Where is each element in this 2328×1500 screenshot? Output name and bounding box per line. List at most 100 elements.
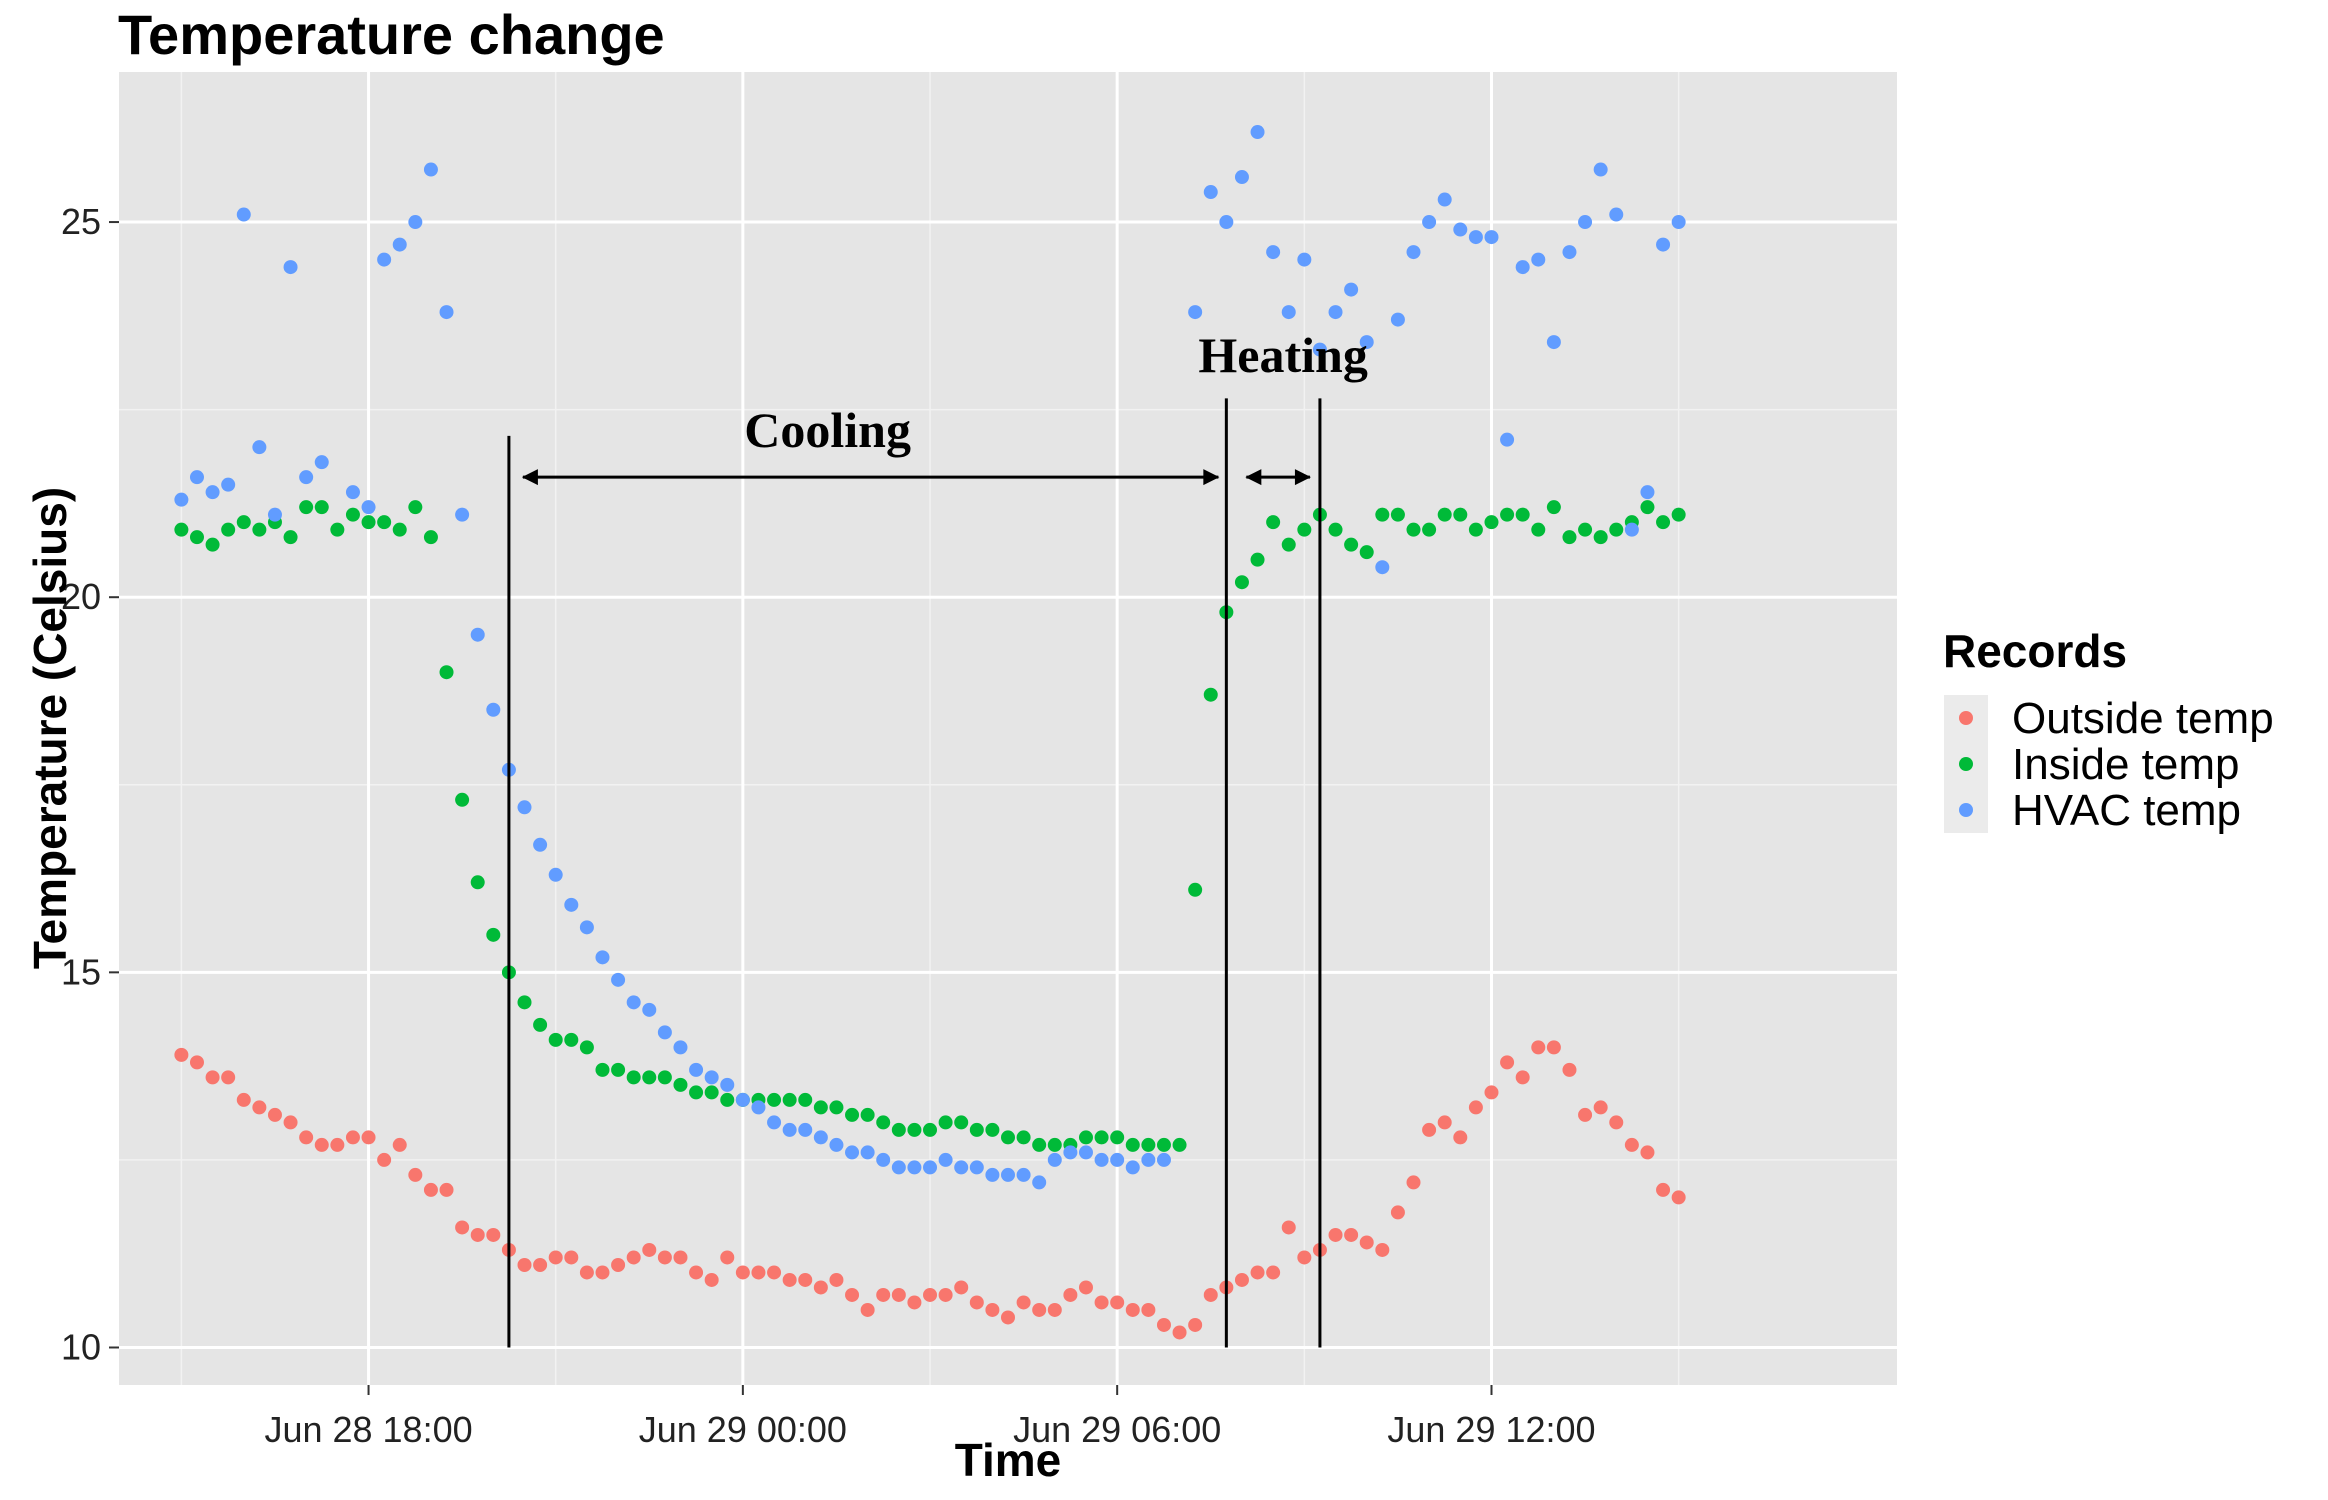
point-inside-temp — [189, 530, 204, 545]
point-outside-temp — [174, 1047, 189, 1062]
point-inside-temp — [1359, 545, 1374, 560]
point-hvac-temp — [439, 305, 454, 320]
point-hvac-temp — [517, 800, 532, 815]
point-inside-temp — [1188, 882, 1203, 897]
y-tick-label: 25 — [61, 201, 101, 242]
y-tick-label: 10 — [61, 1326, 101, 1367]
point-inside-temp — [439, 665, 454, 680]
data-points — [174, 125, 1686, 1340]
point-hvac-temp — [720, 1077, 735, 1092]
point-outside-temp — [1500, 1055, 1515, 1070]
point-hvac-temp — [1266, 245, 1281, 260]
point-hvac-temp — [1609, 207, 1624, 222]
heating-arrow-head-left — [1245, 469, 1262, 486]
legend-title: Records — [1943, 625, 2127, 677]
point-outside-temp — [1656, 1182, 1671, 1197]
point-hvac-temp — [1531, 252, 1546, 267]
point-outside-temp — [860, 1302, 875, 1317]
point-inside-temp — [1016, 1130, 1031, 1145]
point-inside-temp — [860, 1107, 875, 1122]
point-inside-temp — [1375, 507, 1390, 522]
point-inside-temp — [985, 1122, 1000, 1137]
point-inside-temp — [1141, 1137, 1156, 1152]
point-outside-temp — [470, 1227, 485, 1242]
point-outside-temp — [1468, 1100, 1483, 1115]
legend-label-inside-temp: Inside temp — [2012, 740, 2239, 789]
point-outside-temp — [189, 1055, 204, 1070]
point-hvac-temp — [1344, 282, 1359, 297]
legend-swatch-outside-temp — [1959, 711, 1973, 725]
point-hvac-temp — [1500, 432, 1515, 447]
point-inside-temp — [205, 537, 220, 552]
point-hvac-temp — [1671, 215, 1686, 230]
point-hvac-temp — [1640, 485, 1655, 500]
point-inside-temp — [657, 1070, 672, 1085]
point-outside-temp — [954, 1280, 969, 1295]
legend-label-outside-temp: Outside temp — [2012, 694, 2274, 743]
point-hvac-temp — [704, 1070, 719, 1085]
point-hvac-temp — [657, 1025, 672, 1040]
point-outside-temp — [642, 1242, 657, 1257]
point-hvac-temp — [907, 1160, 922, 1175]
point-outside-temp — [236, 1092, 251, 1107]
point-inside-temp — [470, 875, 485, 890]
point-outside-temp — [923, 1287, 938, 1302]
x-tick-labels: Jun 28 18:00 Jun 29 00:00 Jun 29 06:00 Jun … — [264, 1409, 1595, 1450]
plot-panel — [119, 72, 1897, 1385]
point-hvac-temp — [626, 995, 641, 1010]
point-inside-temp — [923, 1122, 938, 1137]
x-tick-label: Jun 29 12:00 — [1387, 1409, 1595, 1450]
point-outside-temp — [626, 1250, 641, 1265]
point-outside-temp — [938, 1287, 953, 1302]
point-outside-temp — [1390, 1205, 1405, 1220]
point-inside-temp — [845, 1107, 860, 1122]
point-hvac-temp — [1468, 230, 1483, 245]
point-hvac-temp — [1203, 185, 1218, 200]
point-outside-temp — [1344, 1227, 1359, 1242]
point-outside-temp — [439, 1182, 454, 1197]
point-outside-temp — [689, 1265, 704, 1280]
point-hvac-temp — [1141, 1152, 1156, 1167]
point-hvac-temp — [361, 500, 376, 515]
point-outside-temp — [595, 1265, 610, 1280]
point-outside-temp — [1624, 1137, 1639, 1152]
point-hvac-temp — [174, 492, 189, 507]
point-inside-temp — [1047, 1137, 1062, 1152]
point-outside-temp — [1593, 1100, 1608, 1115]
point-hvac-temp — [1016, 1167, 1031, 1182]
heating-arrow-head-right — [1294, 469, 1311, 486]
point-inside-temp — [564, 1032, 579, 1047]
point-outside-temp — [299, 1130, 314, 1145]
point-hvac-temp — [1250, 125, 1265, 140]
point-hvac-temp — [1624, 522, 1639, 537]
point-outside-temp — [1671, 1190, 1686, 1205]
point-outside-temp — [283, 1115, 298, 1130]
point-outside-temp — [673, 1250, 688, 1265]
point-outside-temp — [1531, 1040, 1546, 1055]
point-inside-temp — [1266, 515, 1281, 530]
point-hvac-temp — [767, 1115, 782, 1130]
point-outside-temp — [1078, 1280, 1093, 1295]
point-inside-temp — [1531, 522, 1546, 537]
point-outside-temp — [221, 1070, 236, 1085]
point-hvac-temp — [611, 972, 626, 987]
point-hvac-temp — [486, 702, 501, 717]
point-inside-temp — [533, 1017, 548, 1032]
point-inside-temp — [1484, 515, 1499, 530]
point-hvac-temp — [751, 1100, 766, 1115]
point-hvac-temp — [1453, 222, 1468, 237]
point-outside-temp — [1578, 1107, 1593, 1122]
point-inside-temp — [1094, 1130, 1109, 1145]
point-hvac-temp — [829, 1137, 844, 1152]
point-inside-temp — [423, 530, 438, 545]
point-outside-temp — [314, 1137, 329, 1152]
point-hvac-temp — [595, 950, 610, 965]
point-inside-temp — [689, 1085, 704, 1100]
point-inside-temp — [720, 1092, 735, 1107]
point-outside-temp — [1422, 1122, 1437, 1137]
point-outside-temp — [611, 1257, 626, 1272]
point-hvac-temp — [533, 837, 548, 852]
point-inside-temp — [1578, 522, 1593, 537]
grid-major — [119, 72, 1897, 1385]
point-inside-temp — [1562, 530, 1577, 545]
